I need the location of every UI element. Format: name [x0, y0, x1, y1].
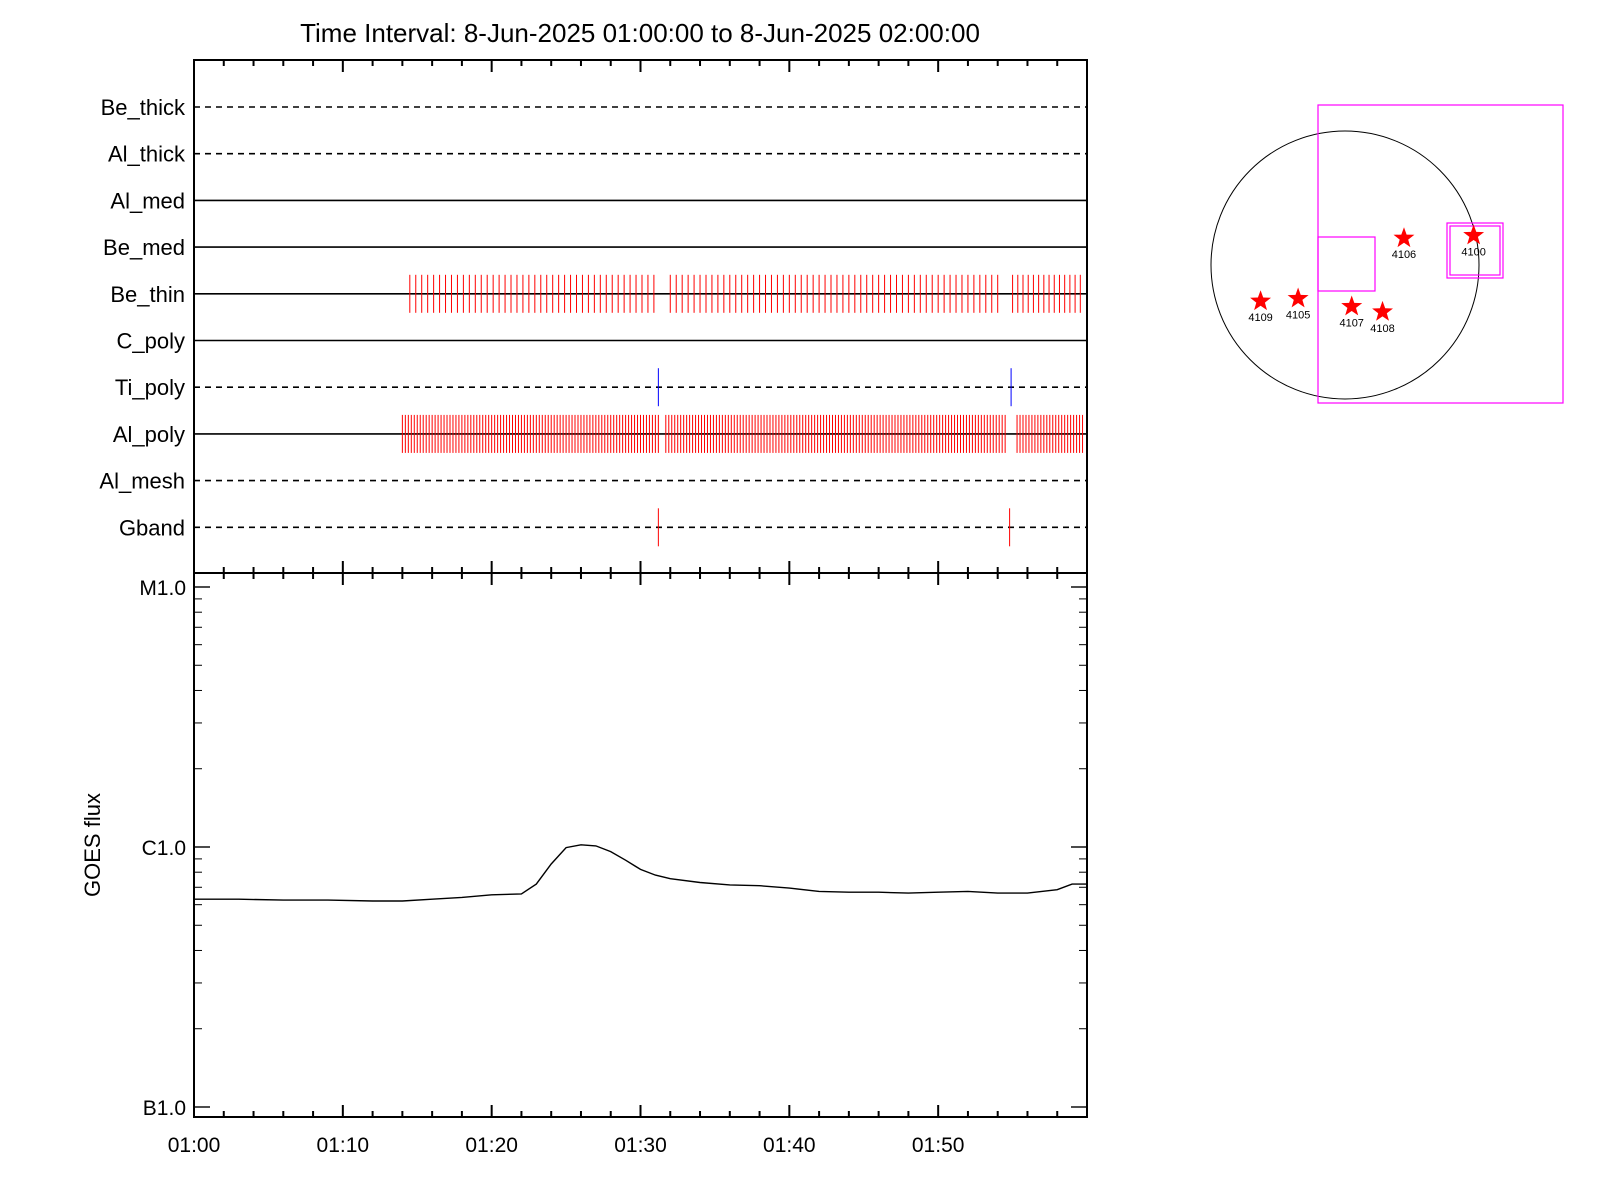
- channel-label: Al_thick: [108, 142, 186, 167]
- channel-label: Be_thin: [110, 282, 185, 307]
- active-region-star: [1341, 295, 1363, 316]
- active-region-star: [1393, 227, 1415, 248]
- x-tick-label: 01:10: [317, 1134, 370, 1157]
- channel-label: Al_mesh: [99, 469, 185, 494]
- active-region-label: 4107: [1339, 318, 1363, 330]
- target-box-outer: [1446, 222, 1504, 279]
- channel-rows: Be_thick Al_thick Al_med Be_med Be_thin C_pol…: [99, 95, 1087, 547]
- y-tick-label: M1.0: [139, 577, 186, 600]
- active-region-label: 4108: [1370, 323, 1394, 335]
- x-tick-label: 01:30: [614, 1134, 667, 1157]
- flux-x-ticks: 01:00 01:10 01:20 01:30 01:40 01:50: [168, 573, 1088, 1157]
- goes-flux-panel: B1.0C1.0M1.0 01:00 01:10 01:20 01:30 01:40 01…: [80, 572, 1088, 1157]
- chart-title: Time Interval: 8-Jun-2025 01:00:00 to 8-…: [300, 18, 980, 48]
- channel-label: Al_poly: [113, 422, 185, 447]
- event-timeline-panel: Be_thick Al_thick Al_med Be_med Be_thin C_pol…: [99, 59, 1088, 574]
- channel-label: Be_thick: [101, 95, 186, 120]
- solar-disk-panel: 4100 4106 4109 4105 4107 4108: [1210, 104, 1564, 404]
- active-region-star: [1287, 287, 1309, 308]
- x-tick-label: 01:00: [168, 1134, 221, 1157]
- solar-disk-outline: [1210, 130, 1480, 400]
- flux-y-ticks: B1.0 C1.0 M1.0: [139, 577, 1087, 1120]
- x-tick-label: 01:20: [465, 1134, 518, 1157]
- active-region-label: 4105: [1286, 310, 1310, 322]
- timeline-ticks: [193, 60, 1088, 573]
- active-region-star: [1463, 224, 1485, 245]
- channel-label: Ti_poly: [115, 375, 185, 400]
- channel-label: Be_med: [103, 235, 185, 260]
- channel-label: Gband: [119, 515, 185, 540]
- active-region-markers: 4100 4106 4109 4105 4107 4108: [1248, 224, 1486, 335]
- small-fov-box: [1317, 236, 1376, 292]
- x-tick-label: 01:50: [912, 1134, 965, 1157]
- goes-flux-line: [194, 844, 1087, 902]
- active-region-star: [1372, 300, 1393, 321]
- channel-label: Al_med: [110, 188, 185, 213]
- target-box-inner: [1449, 225, 1501, 276]
- timeline-frame: [193, 59, 1088, 574]
- active-region-star: [1250, 290, 1271, 311]
- channel-label: C_poly: [117, 329, 185, 354]
- active-region-label: 4109: [1248, 312, 1272, 324]
- y-tick-label: B1.0: [143, 1097, 186, 1120]
- active-region-label: 4106: [1392, 249, 1416, 261]
- x-tick-label: 01:40: [763, 1134, 816, 1157]
- y-tick-label: C1.0: [142, 837, 186, 860]
- flux-frame: [193, 572, 1088, 1118]
- active-region-label: 4100: [1461, 247, 1485, 259]
- y-axis-label: GOES flux: [80, 793, 105, 897]
